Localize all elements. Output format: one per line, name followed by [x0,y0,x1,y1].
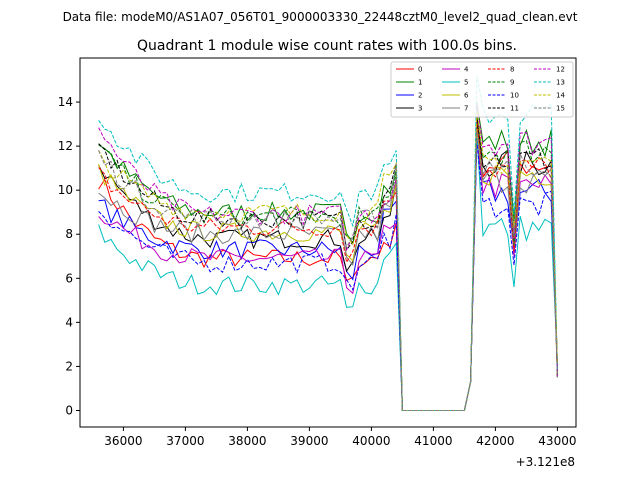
x-tick-label: 39000 [290,434,328,448]
chart-title: Quadrant 1 module wise count rates with … [137,38,517,54]
y-tick-label: 4 [65,315,73,329]
series-line-5 [98,132,558,411]
series-line-6 [98,128,558,411]
x-tick-label: 36000 [104,434,142,448]
legend-label-3: 3 [418,105,422,113]
x-offset-label: +3.121e8 [516,455,575,469]
series-line-14 [98,110,558,411]
x-tick-label: 41000 [414,434,452,448]
y-tick-label: 0 [65,403,73,417]
series-line-12 [98,104,558,411]
legend-label-4: 4 [464,66,469,74]
series-line-1 [98,102,558,411]
legend-label-12: 12 [556,66,565,74]
legend-box [390,61,574,118]
legend-label-13: 13 [556,79,565,87]
legend-label-8: 8 [510,66,514,74]
series-line-4 [98,135,558,411]
series-line-8 [98,117,558,411]
legend-label-15: 15 [556,105,565,113]
x-tick-label: 38000 [228,434,266,448]
y-tick-label: 6 [65,271,73,285]
series-line-15 [98,130,558,411]
legend-label-1: 1 [418,79,422,87]
x-tick-label: 42000 [476,434,514,448]
y-tick-label: 8 [65,227,73,241]
legend-label-7: 7 [464,105,468,113]
axes-frame [79,57,577,428]
series-line-0 [98,124,558,411]
figure-suptitle: Data file: modeM0/AS1A07_056T01_90000033… [63,10,578,24]
series-line-10 [98,141,558,411]
legend-label-10: 10 [510,92,519,100]
legend-label-6: 6 [464,92,469,100]
x-axis: 36000 37000 38000 39000 40000 41000 42000 43000 [104,427,576,448]
plot-area [98,75,558,411]
y-axis: 0 2 4 6 8 10 12 14 [58,95,80,417]
x-tick-label: 37000 [166,434,204,448]
x-tick-label: 43000 [538,434,576,448]
legend-label-9: 9 [510,79,514,87]
legend-label-0: 0 [418,66,422,74]
y-tick-label: 12 [58,139,73,153]
legend-label-14: 14 [556,92,565,100]
series-line-3 [98,119,558,411]
y-tick-label: 10 [58,183,73,197]
y-tick-label: 14 [58,95,73,109]
legend-label-5: 5 [464,79,468,87]
x-tick-label: 40000 [352,434,390,448]
legend-label-2: 2 [418,92,422,100]
legend-label-11: 11 [510,105,519,113]
y-tick-label: 2 [65,359,73,373]
